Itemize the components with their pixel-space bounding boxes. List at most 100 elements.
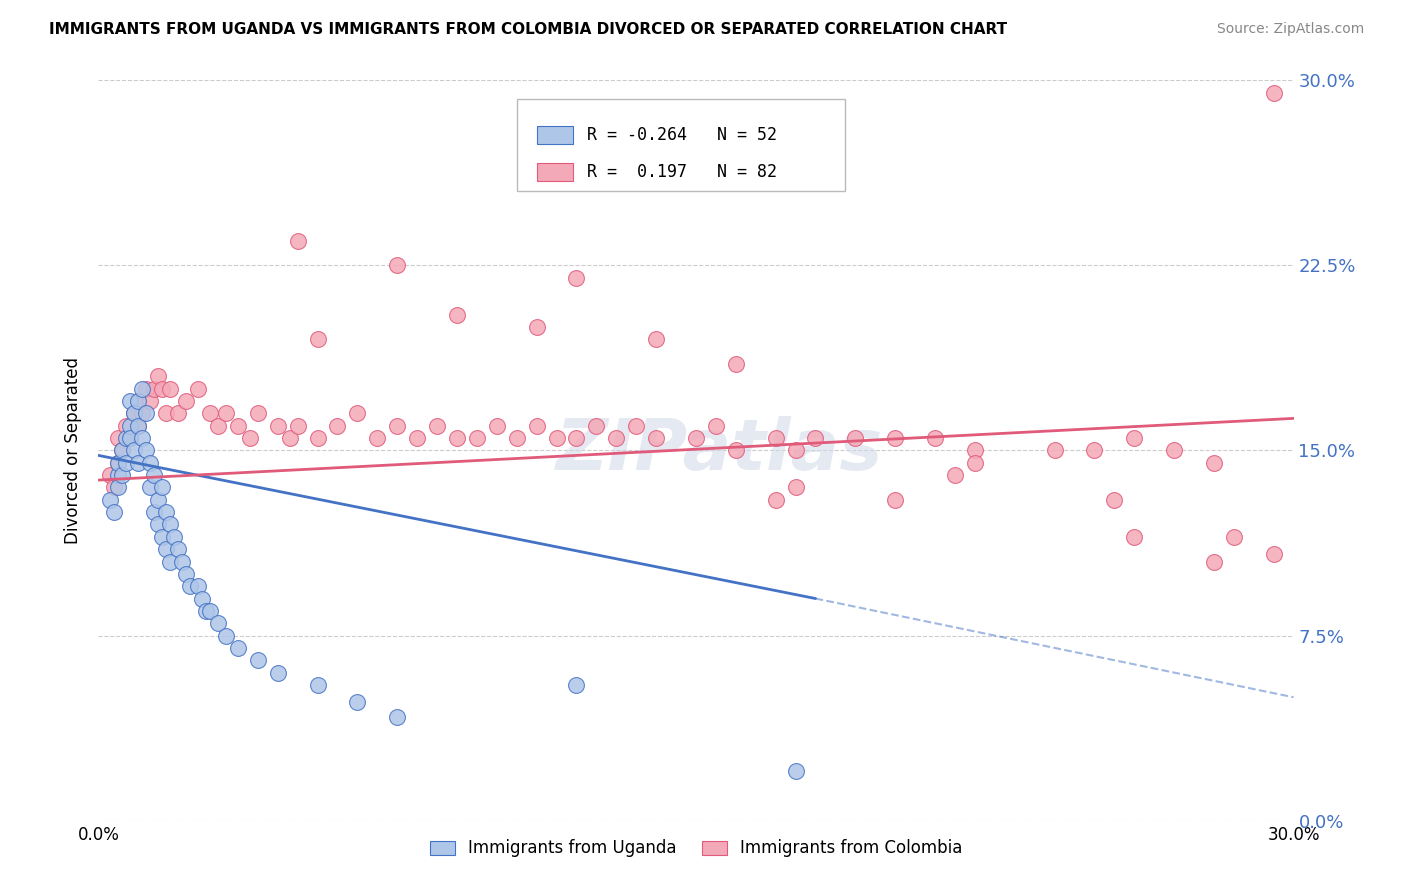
Point: [804, 431, 827, 445]
Point: [187, 579, 209, 593]
Point: [124, 407, 146, 421]
Legend: Immigrants from Uganda, Immigrants from Colombia: Immigrants from Uganda, Immigrants from …: [423, 833, 969, 864]
Point: [287, 234, 309, 248]
Text: IMMIGRANTS FROM UGANDA VS IMMIGRANTS FROM COLOMBIA DIVORCED OR SEPARATED CORRELA: IMMIGRANTS FROM UGANDA VS IMMIGRANTS FRO…: [49, 22, 1007, 37]
Point: [150, 382, 173, 396]
Point: [163, 530, 186, 544]
Point: [131, 407, 153, 421]
Point: [704, 418, 727, 433]
Point: [307, 678, 329, 692]
Point: [267, 418, 290, 433]
Point: [107, 456, 129, 470]
Point: [159, 555, 181, 569]
Point: [143, 382, 166, 396]
Point: [167, 542, 190, 557]
Point: [446, 308, 468, 322]
Point: [326, 418, 349, 433]
Point: [346, 407, 368, 421]
Point: [191, 591, 214, 606]
Point: [366, 431, 388, 445]
Point: [963, 456, 986, 470]
Point: [111, 468, 134, 483]
Point: [195, 604, 218, 618]
Point: [174, 566, 197, 581]
Point: [98, 492, 122, 507]
Point: [884, 431, 907, 445]
Point: [148, 492, 170, 507]
Point: [246, 407, 269, 421]
Point: [785, 443, 807, 458]
Point: [155, 505, 177, 519]
Point: [155, 407, 177, 421]
Point: [131, 431, 153, 445]
Point: [207, 616, 229, 631]
Point: [143, 505, 166, 519]
Point: [187, 382, 209, 396]
Point: [307, 431, 329, 445]
Point: [127, 418, 149, 433]
Point: [565, 270, 588, 285]
Point: [765, 431, 787, 445]
Point: [1223, 530, 1246, 544]
Point: [124, 443, 146, 458]
Point: [215, 407, 238, 421]
Point: [148, 517, 170, 532]
Point: [135, 382, 157, 396]
Point: [278, 431, 301, 445]
Point: [287, 418, 309, 433]
Point: [215, 628, 238, 642]
Point: [120, 431, 142, 445]
Point: [426, 418, 449, 433]
Point: [124, 407, 146, 421]
Point: [943, 468, 966, 483]
Point: [111, 443, 134, 458]
Point: [148, 369, 170, 384]
Point: [103, 480, 125, 494]
Text: Source: ZipAtlas.com: Source: ZipAtlas.com: [1216, 22, 1364, 37]
Point: [1123, 530, 1146, 544]
Point: [139, 456, 162, 470]
Point: [526, 418, 548, 433]
Point: [385, 258, 409, 272]
Point: [107, 480, 129, 494]
Point: [107, 456, 129, 470]
Point: [143, 468, 166, 483]
Point: [585, 418, 607, 433]
Point: [139, 480, 162, 494]
Point: [174, 394, 197, 409]
Point: [785, 480, 807, 494]
Point: [1202, 456, 1225, 470]
Point: [626, 418, 648, 433]
Text: ZIPatlas: ZIPatlas: [557, 416, 883, 485]
Point: [605, 431, 627, 445]
Point: [207, 418, 229, 433]
Point: [1083, 443, 1105, 458]
Point: [127, 394, 149, 409]
Point: [179, 579, 201, 593]
Point: [963, 443, 986, 458]
Point: [565, 678, 588, 692]
Point: [111, 443, 134, 458]
Point: [346, 695, 368, 709]
Point: [239, 431, 262, 445]
Point: [115, 456, 138, 470]
Point: [127, 418, 149, 433]
Point: [406, 431, 429, 445]
Point: [159, 382, 181, 396]
Point: [1163, 443, 1185, 458]
Point: [785, 764, 807, 779]
Point: [226, 418, 249, 433]
Point: [1043, 443, 1066, 458]
Point: [485, 418, 508, 433]
Point: [1263, 547, 1285, 561]
Point: [1123, 431, 1146, 445]
Point: [150, 480, 173, 494]
Point: [307, 332, 329, 346]
Point: [159, 517, 181, 532]
Point: [131, 382, 153, 396]
Point: [107, 431, 129, 445]
Point: [506, 431, 529, 445]
Point: [103, 505, 125, 519]
Point: [446, 431, 468, 445]
Point: [120, 394, 142, 409]
